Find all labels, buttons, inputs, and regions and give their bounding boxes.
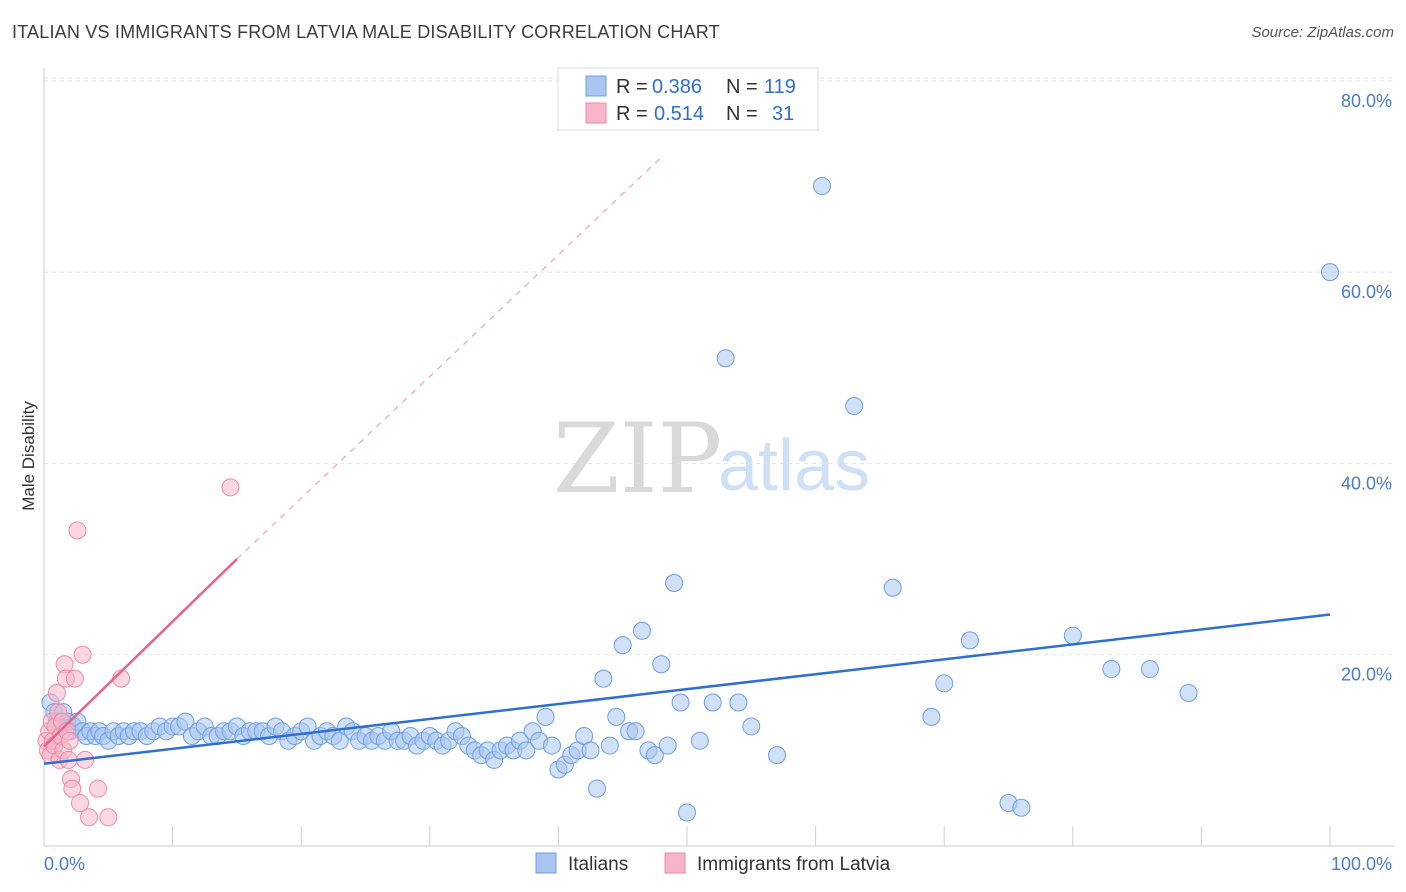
legend-italians-n-value: 119 [764, 76, 796, 98]
legend-latvia-n-label: N = [726, 103, 758, 125]
grid-lines [44, 77, 1394, 656]
point-latvia-28 [99, 808, 118, 827]
legend-italians-swatch [585, 75, 607, 97]
point-italians-98 [626, 722, 645, 741]
y-tick-label-80: 80.0% [1341, 91, 1392, 111]
point-latvia-27 [89, 779, 108, 798]
point-italians-115 [883, 578, 902, 597]
x-axis-ticks [172, 826, 1331, 846]
bottom-legend-italians-label: Italians [568, 854, 628, 875]
point-latvia-24 [73, 645, 92, 664]
point-italians-101 [645, 746, 664, 765]
y-tick-label-40: 40.0% [1341, 473, 1392, 493]
point-italians-81 [517, 741, 536, 760]
point-italians-110 [729, 693, 748, 712]
y-axis-tick-labels: 20.0% 40.0% 60.0% 80.0% [1341, 91, 1392, 685]
point-italians-120 [1012, 798, 1031, 817]
point-latvia-22 [68, 521, 87, 540]
trend-lines [43, 156, 1331, 765]
legend-latvia-r-label: R = [616, 103, 648, 125]
point-italians-112 [768, 746, 787, 765]
point-italians-114 [845, 397, 864, 416]
legend-bottom: Italians Immigrants from Latvia [535, 852, 891, 875]
point-latvia-21 [65, 669, 84, 688]
point-italians-102 [652, 655, 671, 674]
point-latvia-8 [47, 683, 66, 702]
x-tick-label-min: 0.0% [44, 854, 85, 874]
point-italians-106 [678, 803, 696, 822]
chart-title: ITALIAN VS IMMIGRANTS FROM LATVIA MALE D… [12, 22, 720, 42]
point-italians-99 [632, 621, 651, 640]
point-italians-125 [1321, 263, 1339, 282]
point-italians-113 [813, 177, 832, 196]
point-italians-85 [542, 736, 561, 755]
trend-italians [43, 613, 1331, 765]
legend-top: R = 0.386 N = 119 R = 0.514 N = 31 [557, 67, 819, 131]
point-italians-111 [742, 717, 761, 736]
legend-italians-n-label: N = [726, 76, 758, 98]
point-italians-92 [587, 779, 606, 798]
point-italians-94 [600, 736, 619, 755]
source-credit: Source: ZipAtlas.com [1251, 24, 1394, 41]
legend-latvia-n-value: 31 [772, 103, 794, 125]
point-italians-107 [690, 731, 709, 750]
x-tick-label-max: 100.0% [1331, 854, 1392, 874]
point-italians-123 [1140, 660, 1159, 679]
point-italians-121 [1063, 626, 1082, 645]
point-italians-116 [922, 707, 941, 726]
point-italians-105 [671, 693, 690, 712]
legend-latvia-r-value: 0.514 [654, 103, 704, 125]
watermark-atlas: atlas [718, 426, 870, 506]
legend-italians-r-label: R = [616, 76, 648, 98]
point-italians-122 [1102, 660, 1121, 679]
point-latvia-20 [63, 779, 82, 798]
y-tick-label-60: 60.0% [1341, 282, 1392, 302]
point-italians-103 [658, 736, 677, 755]
point-italians-91 [581, 741, 600, 760]
legend-latvia-swatch [585, 102, 607, 124]
point-italians-84 [536, 707, 555, 726]
point-latvia-23 [71, 793, 90, 812]
series-latvia [37, 478, 240, 827]
point-italians-95 [607, 707, 626, 726]
legend-italians-r-value: 0.386 [652, 76, 702, 98]
bottom-legend-italians-swatch [535, 852, 557, 874]
watermark-zip: ZIP [553, 403, 722, 515]
point-italians-118 [960, 631, 979, 650]
point-latvia-30 [221, 478, 240, 497]
y-axis-label: Male Disability [19, 401, 38, 511]
point-italians-104 [665, 573, 684, 592]
bottom-legend-latvia-swatch [664, 852, 686, 874]
point-italians-124 [1179, 683, 1198, 702]
point-italians-117 [935, 674, 954, 693]
point-italians-96 [613, 636, 632, 655]
trend-latvia [43, 558, 238, 748]
point-latvia-18 [60, 731, 79, 750]
point-latvia-26 [80, 808, 99, 827]
point-italians-108 [703, 693, 722, 712]
point-italians-109 [716, 349, 735, 368]
trend-latvia-extension [236, 156, 662, 560]
bottom-legend-latvia-label: Immigrants from Latvia [697, 854, 891, 875]
y-tick-label-20: 20.0% [1341, 665, 1392, 685]
point-italians-93 [594, 669, 613, 688]
